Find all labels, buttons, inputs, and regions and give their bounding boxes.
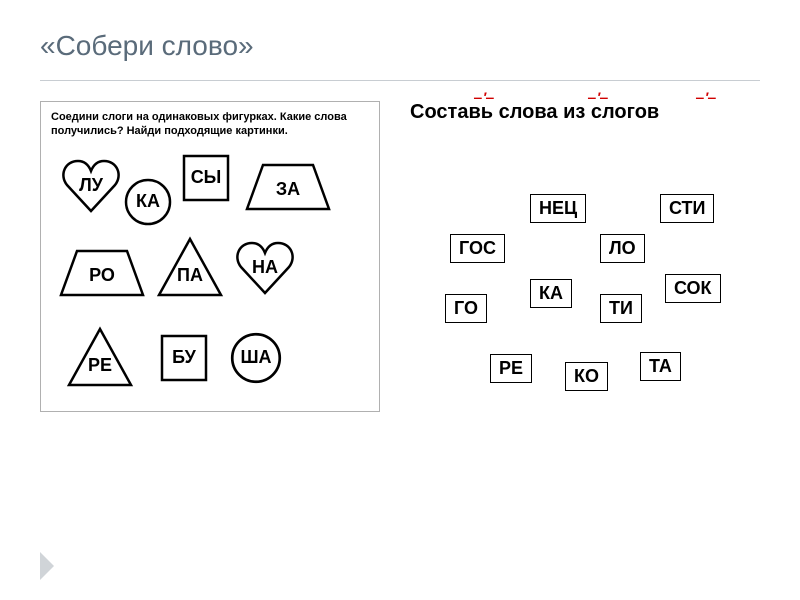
right-worksheet: Составь слова из слогов ‒ ′‒‒ ′‒‒ ′‒ НЕЦ…	[400, 101, 760, 412]
syllable-box: КО	[565, 362, 608, 391]
accent-mark: ‒ ′‒	[696, 89, 715, 105]
corner-arrow-icon	[40, 552, 54, 580]
syllable-box: СОК	[665, 274, 721, 303]
syllable-box: ГО	[445, 294, 487, 323]
syllable-box: ТА	[640, 352, 681, 381]
right-title-text: Составь слова из слогов	[410, 101, 659, 123]
syllables-area: НЕЦ СТИ ГОС ЛО КА СОК ГО ТИ РЕ КО ТА	[400, 144, 760, 404]
accent-mark: ‒ ′‒	[588, 89, 607, 105]
square-shape: БУ	[159, 333, 209, 383]
syllable-box: ЛО	[600, 234, 645, 263]
circle-shape: КА	[123, 177, 173, 227]
trapezoid-shape: ЗА	[243, 161, 333, 213]
page-title: «Собери слово»	[40, 30, 760, 62]
syllable-box: СТИ	[660, 194, 714, 223]
triangle-shape: РЕ	[65, 325, 135, 389]
content-area: Соедини слоги на одинаковых фигурках. Ка…	[0, 81, 800, 432]
right-title: Составь слова из слогов ‒ ′‒‒ ′‒‒ ′‒	[400, 101, 760, 124]
shapes-area: ЛУКАСЫЗА РОПАНА РЕ БУ ША	[51, 147, 369, 397]
triangle-shape: ПА	[155, 235, 225, 299]
heart-shape: ЛУ	[61, 157, 121, 215]
circle-shape: ША	[229, 331, 283, 385]
syllable-box: ГОС	[450, 234, 505, 263]
trapezoid-shape: РО	[57, 247, 147, 299]
left-worksheet: Соедини слоги на одинаковых фигурках. Ка…	[40, 101, 380, 412]
heart-shape: НА	[235, 239, 295, 297]
square-shape: СЫ	[181, 153, 231, 203]
syllable-box: НЕЦ	[530, 194, 586, 223]
syllable-box: ТИ	[600, 294, 642, 323]
left-instruction: Соедини слоги на одинаковых фигурках. Ка…	[51, 110, 369, 139]
accent-mark: ‒ ′‒	[474, 89, 493, 105]
syllable-box: РЕ	[490, 354, 532, 383]
syllable-box: КА	[530, 279, 572, 308]
